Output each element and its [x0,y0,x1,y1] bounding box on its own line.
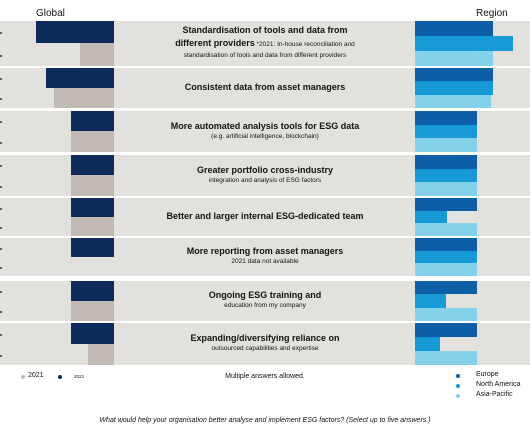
region-bar-north-america [415,210,447,224]
item-title: Consistent data from asset managers [184,82,346,92]
region-bar-asia-pacific [415,51,493,66]
legend-asia-pacific-label: Asia-Pacific [476,391,513,398]
region-bar-north-america [415,250,477,264]
legend-2022-marker [58,375,62,379]
global-bar-2022 [71,198,114,217]
region-bar-europe [415,155,477,169]
region-bar-north-america [415,294,446,308]
legend-2021-label: 2021 [28,372,44,379]
item-subtitle: 2021 data not available [231,258,299,265]
global-bar-2022 [46,68,114,88]
region-bar-asia-pacific [415,138,477,152]
region-bar-europe [415,281,477,295]
region-bar-asia-pacific [415,263,477,276]
item-title: Better and larger internal ESG-dedicated… [166,211,364,221]
axis-tick [0,354,2,357]
global-bar-2021 [71,131,114,152]
survey-question: What would help your organisation better… [99,417,431,424]
axis-tick [0,54,2,57]
legend-europe-label: Europe [476,371,499,378]
item-inline-note: *2021: In-house reconciliation and [254,41,355,48]
region-bar-north-america [415,81,493,95]
item-title: Standardisation of tools and data from [182,25,348,35]
axis-tick [0,78,2,80]
legend-north-america-label: North America [476,381,521,388]
global-bar-2022 [71,111,114,131]
axis-tick [0,333,2,336]
legend-north-america-marker [456,384,460,388]
global-bar-2021 [80,43,114,66]
item-title: More automated analysis tools for ESG da… [170,120,360,131]
global-bar-2022 [71,323,114,344]
axis-tick [0,266,2,269]
item-subtitle: outsourced capabilities and expertise [211,345,319,352]
item-title: Greater portfolio cross-industry [196,164,334,175]
item-title-line2: different providers *2021: In-house reco… [120,38,410,48]
axis-tick [0,226,2,229]
multiple-answers-note: Multiple answers allowed. [225,373,305,380]
region-header: Region [476,8,508,19]
legend-europe-marker [456,374,460,378]
legend-asia-pacific-marker [456,394,460,398]
region-bar-north-america [415,168,477,183]
axis-tick [0,98,2,100]
region-bar-europe [415,238,477,251]
global-bar-2022 [71,281,114,301]
global-bar-2022 [36,21,114,43]
region-bar-asia-pacific [415,94,491,108]
region-bar-europe [415,21,493,36]
legend-2022-label: 2022 [74,374,85,379]
global-bar-2021 [71,175,114,196]
global-bar-2021 [88,344,114,365]
axis-tick [0,185,2,188]
item-subtitle: (e.g. artificial intelligence, blockchai… [211,132,319,140]
axis-tick [0,165,2,168]
legend-2021-marker [21,375,25,379]
axis-tick [0,207,2,210]
global-bar-2021 [71,217,114,236]
global-bar-2021 [54,88,114,108]
item-title: More reporting from asset managers [186,246,344,256]
item-subtitle: standardisation of tools and data from d… [183,52,347,59]
global-bar-2022 [71,238,114,257]
region-bar-europe [415,68,493,82]
region-bar-north-america [415,36,513,51]
region-bar-asia-pacific [415,223,477,236]
axis-tick [0,141,2,144]
axis-tick [0,32,2,35]
item-subtitle: integration and analysis of ESG factors [208,176,322,184]
item-subtitle: education from my company [224,302,306,309]
global-bar-2022 [71,155,114,175]
region-bar-north-america [415,337,440,351]
region-bar-europe [415,111,477,125]
axis-tick [0,311,2,313]
global-bar-2021 [71,301,114,321]
region-bar-europe [415,323,477,337]
global-header: Global [36,8,65,19]
region-bar-asia-pacific [415,182,477,196]
axis-tick [0,121,2,124]
item-title-part: different providers [175,38,255,48]
region-bar-asia-pacific [415,351,477,365]
region-bar-north-america [415,124,477,139]
item-title: Ongoing ESG training and [208,290,322,300]
axis-tick [0,291,2,293]
region-bar-europe [415,198,477,211]
axis-tick [0,247,2,250]
region-bar-asia-pacific [415,307,477,321]
item-title: Expanding/diversifying reliance on [190,333,340,343]
